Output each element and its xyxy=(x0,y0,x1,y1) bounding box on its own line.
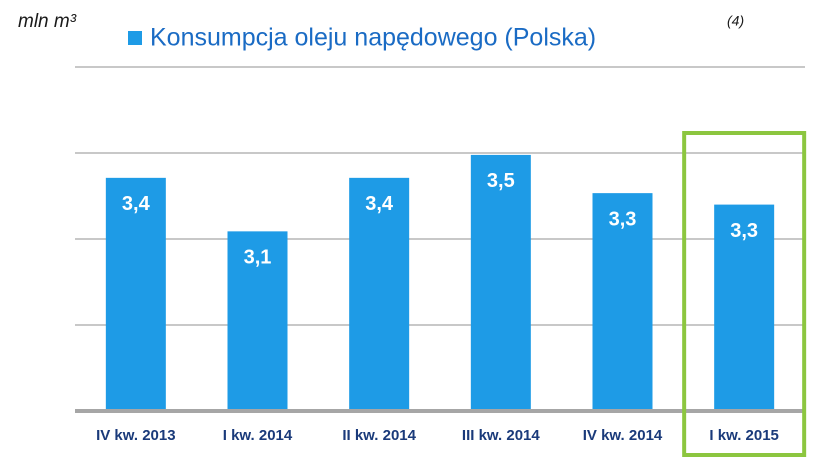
y-axis-label: mln m³ xyxy=(18,11,77,32)
footnote: (4) xyxy=(727,13,744,29)
x-tick-label: IV kw. 2013 xyxy=(96,427,176,444)
x-tick-label: I kw. 2014 xyxy=(223,427,293,444)
x-tick-label: I kw. 2015 xyxy=(709,427,779,444)
data-label: 3,5 xyxy=(487,170,515,192)
bar xyxy=(470,154,531,409)
data-label: 3,4 xyxy=(365,193,394,215)
x-tick-label: II kw. 2014 xyxy=(342,427,416,444)
bar xyxy=(349,177,410,409)
bar xyxy=(105,177,166,409)
bar xyxy=(227,231,288,409)
highlight-box xyxy=(682,131,807,457)
x-tick-label: III kw. 2014 xyxy=(462,427,540,444)
legend-label: Konsumpcja oleju napędowego (Polska) xyxy=(150,24,596,52)
data-label: 3,3 xyxy=(609,208,637,230)
data-label: 3,4 xyxy=(122,193,151,215)
bar xyxy=(592,193,653,409)
bar xyxy=(714,204,775,409)
legend-swatch xyxy=(128,31,142,45)
x-tick-label: IV kw. 2014 xyxy=(583,427,663,444)
data-label: 3,1 xyxy=(244,247,272,269)
data-label: 3,3 xyxy=(730,220,758,242)
